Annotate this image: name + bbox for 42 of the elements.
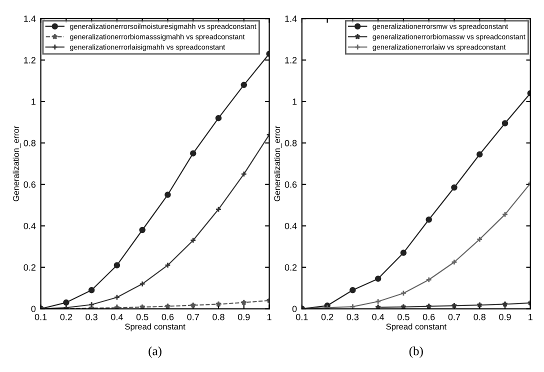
x-tick-label: 0.9: [238, 314, 250, 320]
y-tick-label: 1.2: [24, 57, 36, 64]
x-tick-label: 0.3: [86, 314, 98, 320]
x-tick-label: 0.8: [212, 314, 224, 320]
x-tick-label: 1: [528, 314, 532, 320]
x-tick-label: 0.1: [34, 314, 47, 320]
x-tick-label: 0.8: [474, 314, 486, 320]
x-tick-label: 0.6: [422, 314, 435, 320]
y-tick-label: 0.8: [284, 140, 297, 146]
x-tick-label: 0.5: [136, 314, 148, 320]
x-tick-label: 0.3: [346, 314, 359, 320]
x-tick-label: 0.7: [187, 314, 199, 320]
text: (a): [148, 346, 162, 358]
x-tick-label: 0.7: [448, 314, 460, 320]
text: (b): [409, 346, 423, 358]
y-tick-label: 1: [292, 98, 297, 105]
y-tick-label: 1.4: [24, 16, 36, 22]
x-tick-label: 0.4: [372, 314, 384, 320]
y-tick-label: 0: [292, 306, 297, 312]
y-tick-label: 0.6: [284, 181, 297, 188]
x-tick-label: 0.1: [296, 314, 308, 320]
y-tick-label: 0.6: [24, 181, 36, 188]
y-tick-label: 0.4: [24, 222, 36, 230]
x-tick-label: 0.2: [321, 314, 334, 320]
x-tick-label: 0.6: [162, 314, 174, 320]
y-tick-label: 1.2: [285, 57, 297, 64]
x-tick-label: 0.5: [398, 314, 410, 320]
y-tick-label: 0: [31, 306, 36, 312]
x-axis-title: Spread constant: [125, 323, 186, 332]
y-axis-title: Generalization_error: [12, 126, 21, 202]
x-tick-label: 1: [267, 314, 272, 320]
y-tick-label: 0.4: [284, 222, 297, 230]
y-axis-title: Generalization_error: [274, 126, 282, 202]
y-tick-label: 0.2: [284, 264, 297, 271]
x-axis-title: Spread constant: [386, 323, 446, 332]
y-tick-label: 0.8: [24, 140, 36, 146]
x-tick-label: 0.4: [111, 314, 123, 320]
y-tick-label: 1.4: [285, 16, 297, 22]
y-tick-label: 0.2: [24, 264, 36, 271]
x-tick-label: 0.2: [60, 314, 72, 320]
y-tick-label: 1: [32, 98, 36, 105]
x-tick-label: 0.9: [499, 314, 511, 320]
